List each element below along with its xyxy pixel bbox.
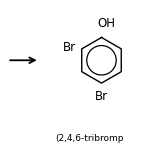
Text: Br: Br <box>63 41 76 54</box>
Text: OH: OH <box>97 17 115 30</box>
Text: (2,4,6-tribromp: (2,4,6-tribromp <box>56 134 124 143</box>
Text: Br: Br <box>95 90 108 104</box>
